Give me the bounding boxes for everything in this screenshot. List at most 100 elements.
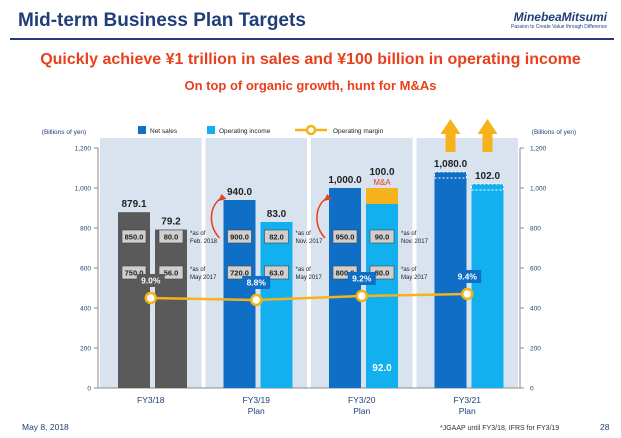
operating-margin-label-box: [453, 270, 482, 283]
legend-operating-income-label: Operating income: [219, 128, 271, 135]
y-tick-label: 1,000: [75, 186, 92, 193]
previous-plan-operating-income-value: 80.0: [375, 269, 390, 278]
page-number: 28: [600, 422, 610, 432]
previous-plan-note: *as of: [190, 231, 206, 237]
bar-ma-segment: [366, 188, 398, 204]
x-category-label: FY3/18: [137, 395, 165, 405]
previous-plan-net-sales-box: [227, 265, 252, 280]
operating-income-value-label: 83.0: [267, 209, 287, 220]
y-tick-label-right: 1,200: [530, 146, 547, 153]
operating-income-value-label: 102.0: [475, 171, 500, 182]
net-sales-value-label: 1,080.0: [434, 159, 468, 170]
footer-note: *JGAAP until FY3/18, IFRS for FY3/19: [440, 425, 560, 432]
previous-plan-net-sales-box: [332, 229, 358, 244]
operating-margin-label: 9.2%: [352, 274, 372, 284]
previous-plan-note-date: Nov. 2017: [401, 239, 429, 245]
y-tick-label: 400: [80, 306, 91, 313]
growth-up-arrow-icon: [477, 119, 498, 152]
operating-margin-label-box: [347, 272, 376, 285]
legend-net-sales-label: Net sales: [150, 128, 178, 135]
previous-plan-note: *as of: [401, 267, 417, 273]
previous-plan-net-sales-box: [227, 229, 252, 244]
x-category-label: Plan: [459, 406, 476, 416]
brand-logo: MinebeaMitsumi Passion to Create Value t…: [511, 10, 607, 30]
operating-income-value-label: 79.2: [161, 217, 181, 228]
x-category-label: FY3/19: [243, 395, 271, 405]
previous-plan-note-date: May 2017: [296, 275, 323, 281]
y-tick-label: 800: [80, 226, 91, 233]
y-tick-label-right: 600: [530, 266, 541, 273]
brand-tagline: Passion to Create Value through Differen…: [511, 24, 607, 30]
operating-margin-line: [150, 292, 468, 302]
y-tick-label-right: 0: [530, 386, 534, 393]
legend-operating-margin-label: Operating margin: [333, 128, 384, 135]
x-category-label: FY3/20: [348, 395, 376, 405]
y-tick-label-right: 800: [530, 226, 541, 233]
previous-plan-net-sales-value: 800.0: [336, 269, 355, 278]
operating-income-value-label: 92.0: [372, 363, 392, 374]
previous-plan-note: *as of: [190, 267, 206, 273]
previous-plan-net-sales-value: 900.0: [230, 233, 249, 242]
previous-plan-note-date: May 2017: [190, 275, 217, 281]
footer-date: May 8, 2018: [22, 422, 69, 432]
operating-margin-label-box: [242, 276, 271, 289]
previous-plan-operating-income-box: [158, 265, 184, 280]
operating-margin-marker: [461, 287, 474, 301]
header-divider: [10, 38, 614, 40]
previous-plan-operating-income-value: 63.0: [269, 269, 284, 278]
x-category-label: FY3/21: [454, 395, 482, 405]
previous-plan-net-sales-value: 950.0: [336, 233, 355, 242]
subheadline: On top of organic growth, hunt for M&As: [184, 78, 437, 93]
x-category-label: Plan: [248, 406, 265, 416]
y-axis-label-right: (Billions of yen): [532, 129, 576, 136]
revision-arrow-icon: [316, 197, 328, 239]
previous-plan-operating-income-box: [264, 229, 289, 244]
previous-plan-operating-income-value: 90.0: [375, 233, 390, 242]
operating-margin-label-box: [136, 274, 165, 287]
previous-plan-operating-income-box: [369, 229, 395, 244]
previous-plan-operating-income-value: 80.0: [164, 233, 179, 242]
y-tick-label: 200: [80, 346, 91, 353]
bar-operating-income: [155, 229, 187, 388]
legend-margin-marker: [305, 124, 317, 136]
y-tick-label: 0: [87, 386, 91, 393]
revision-arrowhead-icon: [324, 194, 332, 201]
bar-operating-income: [471, 184, 504, 388]
operating-margin-label: 9.4%: [458, 272, 478, 282]
previous-plan-note: *as of: [401, 231, 417, 237]
net-sales-value-label: 1,000.0: [328, 175, 362, 186]
y-tick-label-right: 1,000: [530, 186, 547, 193]
previous-plan-note-date: Nov. 2017: [296, 239, 324, 245]
previous-plan-note: *as of: [296, 231, 312, 237]
y-tick-label-right: 400: [530, 306, 541, 313]
operating-margin-marker: [250, 293, 263, 307]
y-tick-label-right: 200: [530, 346, 541, 353]
operating-margin-marker: [144, 291, 157, 305]
revision-arrowhead-icon: [218, 194, 227, 201]
x-category-label: Plan: [353, 406, 370, 416]
y-tick-label: 1,200: [75, 146, 92, 153]
operating-margin-label: 9.0%: [141, 276, 161, 286]
bar-operating-income: [260, 222, 293, 388]
y-tick-label: 600: [80, 266, 91, 273]
ma-total-label: 100.0: [369, 167, 394, 178]
net-sales-value-label: 940.0: [227, 187, 252, 198]
fy21-operating-income-outline: [471, 183, 504, 191]
y-axis-label-left: (Billions of yen): [42, 129, 86, 136]
page-title: Mid-term Business Plan Targets: [18, 10, 306, 31]
previous-plan-net-sales-box: [121, 229, 147, 244]
operating-margin-label: 8.8%: [247, 278, 267, 288]
operating-margin-marker: [355, 289, 368, 303]
fy21-net-sales-outline: [434, 171, 467, 179]
bar-net-sales: [329, 188, 361, 388]
bar-net-sales: [223, 200, 256, 388]
brand-name: MinebeaMitsumi: [513, 10, 607, 24]
previous-plan-operating-income-value: 82.0: [269, 233, 284, 242]
previous-plan-net-sales-value: 720.0: [230, 269, 249, 278]
headline: Quickly achieve ¥1 trillion in sales and…: [40, 51, 581, 68]
previous-plan-note-date: May 2017: [401, 275, 428, 281]
legend-operating-income-swatch: [207, 126, 215, 134]
ma-label: M&A: [373, 178, 391, 187]
previous-plan-operating-income-box: [158, 229, 184, 244]
